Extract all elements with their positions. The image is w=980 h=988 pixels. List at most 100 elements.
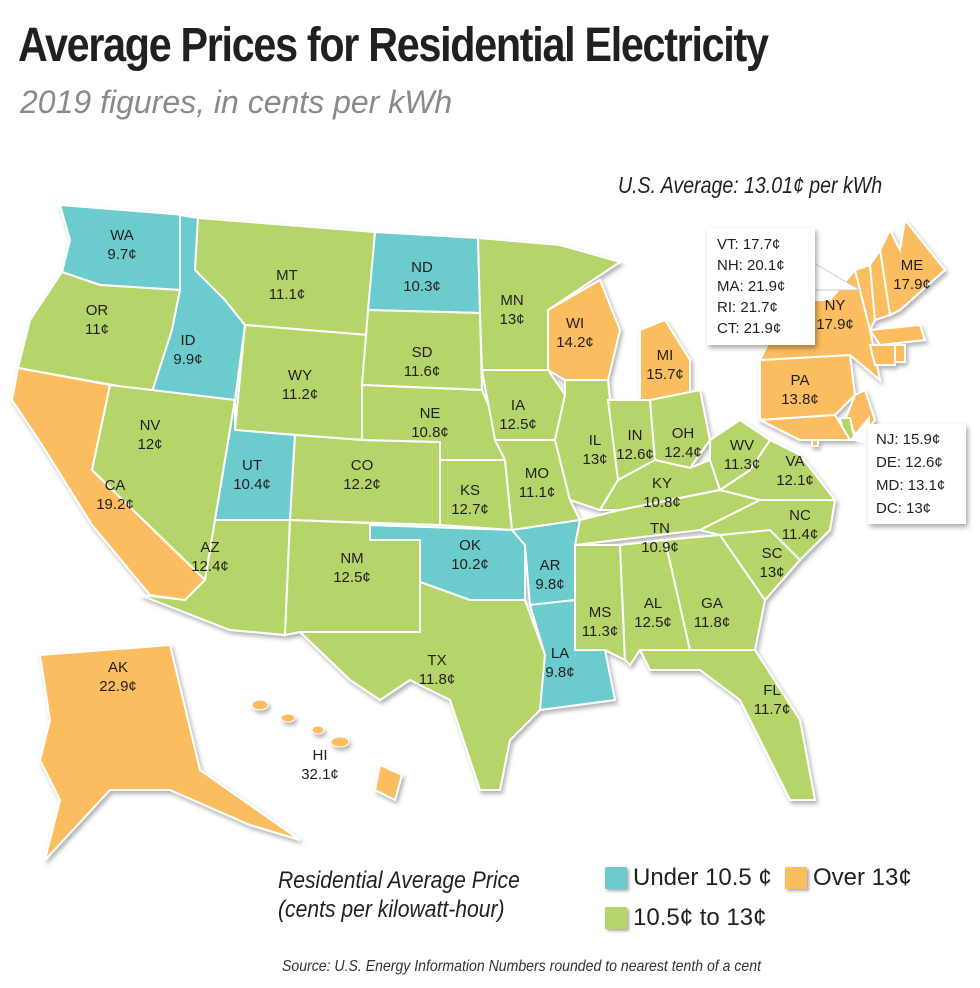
state-label-code: IN xyxy=(628,427,643,444)
state-label-price: 11.7¢ xyxy=(754,701,790,718)
state-label-price: 10.8¢ xyxy=(643,494,681,511)
state-label-price: 9.8¢ xyxy=(535,576,564,593)
callout-line: NH: 20.1¢ xyxy=(717,257,785,274)
state-label-code: NV xyxy=(140,417,161,434)
state-label-price: 12.5¢ xyxy=(634,614,672,631)
state-label-code: HI xyxy=(313,747,328,764)
state-label-price: 11.1¢ xyxy=(269,286,305,303)
us-average: U.S. Average: 13.01¢ per kWh xyxy=(618,172,883,198)
state-label-price: 15.7¢ xyxy=(646,366,684,383)
state-label-price: 22.9¢ xyxy=(99,678,137,695)
callout-line: MA: 21.9¢ xyxy=(717,278,786,295)
state-label-price: 12.2¢ xyxy=(343,476,381,493)
hawaii-island xyxy=(330,736,350,748)
state-label-price: 13.8¢ xyxy=(781,391,819,408)
state-label-code: WY xyxy=(288,367,312,384)
callout-line: VT: 17.7¢ xyxy=(717,236,781,253)
state-label-code: CO xyxy=(351,457,374,474)
legend-swatch-over xyxy=(785,867,807,889)
state-label-price: 17.9¢ xyxy=(893,276,931,293)
legend-title-line2: (cents per kilowatt-hour) xyxy=(278,896,505,923)
state-label-code: PA xyxy=(791,372,810,389)
state-label-code: IL xyxy=(589,432,602,449)
state-label-code: SC xyxy=(762,545,783,562)
state-label-price: 32.1¢ xyxy=(301,766,339,783)
hawaii-island xyxy=(251,699,269,711)
state-label-price: 10.3¢ xyxy=(403,278,441,295)
state-label-price: 17.9¢ xyxy=(816,316,854,333)
state-label-price: 12.5¢ xyxy=(499,416,537,433)
state-label-price: 11.6¢ xyxy=(404,363,440,380)
state-label-code: SD xyxy=(412,344,433,361)
state-label-price: 11.8¢ xyxy=(694,614,730,631)
state-tx xyxy=(297,540,547,791)
state-label-price: 12.4¢ xyxy=(191,558,229,575)
state-label-price: 11.1¢ xyxy=(519,484,555,501)
state-oh xyxy=(648,388,712,470)
legend-title-line1: Residential Average Price xyxy=(278,867,520,894)
state-label-price: 12.1¢ xyxy=(776,472,814,489)
state-label-code: AZ xyxy=(200,539,219,556)
state-label-price: 12.5¢ xyxy=(333,569,371,586)
state-label-price: 12.4¢ xyxy=(664,444,702,461)
state-label-code: MO xyxy=(525,465,549,482)
state-label-price: 11.2¢ xyxy=(282,386,318,403)
state-label-price: 13¢ xyxy=(759,564,784,581)
state-label-code: OK xyxy=(459,537,481,554)
callout-line: MD: 13.1¢ xyxy=(876,477,946,494)
state-label-code: KY xyxy=(652,475,672,492)
page-title: Average Prices for Residential Electrici… xyxy=(18,19,769,72)
state-label-code: NY xyxy=(825,297,846,314)
callout-line: DC: 13¢ xyxy=(876,500,932,517)
legend-swatch-under xyxy=(605,867,627,889)
state-label-code: GA xyxy=(701,595,723,612)
state-label-price: 13¢ xyxy=(499,311,524,328)
state-label-code: KS xyxy=(460,482,480,499)
state-label-price: 11.4¢ xyxy=(782,526,818,543)
state-label-price: 11.8¢ xyxy=(419,671,455,688)
legend-over: Over 13¢ xyxy=(785,864,912,892)
state-label-price: 9.7¢ xyxy=(107,246,136,263)
legend-label-mid: 10.5¢ to 13¢ xyxy=(633,904,767,931)
state-ri xyxy=(894,344,906,363)
state-label-price: 9.8¢ xyxy=(545,664,574,681)
state-label-price: 12¢ xyxy=(137,436,162,453)
state-label-code: MI xyxy=(657,347,674,364)
state-ma xyxy=(868,323,927,347)
state-label-code: CA xyxy=(105,477,126,494)
state-label-code: OR xyxy=(86,302,109,319)
state-label-code: MN xyxy=(500,292,523,309)
source-note: Source: U.S. Energy Information Numbers … xyxy=(282,958,761,975)
legend-under: Under 10.5 ¢ xyxy=(605,864,772,892)
state-label-price: 10.8¢ xyxy=(411,424,449,441)
legend-label-over: Over 13¢ xyxy=(813,864,912,891)
state-label-code: UT xyxy=(242,457,262,474)
state-label-price: 9.9¢ xyxy=(173,351,202,368)
state-label-code: WI xyxy=(566,315,584,332)
state-label-code: ID xyxy=(181,332,196,349)
state-label-price: 19.2¢ xyxy=(96,496,134,513)
state-label-code: NE xyxy=(420,405,441,422)
callout-mid-atlantic: NJ: 15.9¢ DE: 12.6¢ MD: 13.1¢ DC: 13¢ xyxy=(868,424,966,524)
state-label-code: TN xyxy=(650,520,670,537)
state-label-price: 14.2¢ xyxy=(556,334,594,351)
hawaii-island xyxy=(280,713,296,723)
state-label-code: IA xyxy=(511,397,525,414)
callout-line: NJ: 15.9¢ xyxy=(876,431,941,448)
state-ct xyxy=(868,344,896,366)
state-nh xyxy=(868,247,892,322)
callout-line: CT: 21.9¢ xyxy=(717,320,782,337)
state-label-code: AK xyxy=(108,659,128,676)
hawaii-island xyxy=(311,725,325,735)
state-wv xyxy=(709,418,772,492)
state-label-code: LA xyxy=(551,645,569,662)
state-label-price: 12.6¢ xyxy=(616,446,654,463)
state-me xyxy=(878,217,947,317)
state-label-price: 11.3¢ xyxy=(724,456,760,473)
state-label-price: 13¢ xyxy=(582,451,607,468)
state-md xyxy=(756,413,852,441)
state-fl xyxy=(638,649,817,801)
state-label-code: NM xyxy=(340,550,363,567)
callout-new-england: VT: 17.7¢ NH: 20.1¢ MA: 21.9¢ RI: 21.7¢ … xyxy=(707,228,815,345)
